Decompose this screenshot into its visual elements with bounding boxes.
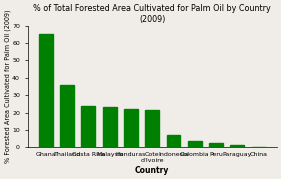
X-axis label: Country: Country — [135, 166, 169, 175]
Y-axis label: % Forested Area Cultivated for Palm Oil (2009): % Forested Area Cultivated for Palm Oil … — [4, 10, 11, 163]
Bar — [167, 135, 180, 147]
Bar — [124, 109, 138, 147]
Title: % of Total Forested Area Cultivated for Palm Oil by Country
(2009): % of Total Forested Area Cultivated for … — [33, 4, 271, 24]
Bar — [188, 141, 202, 147]
Bar — [81, 106, 95, 147]
Bar — [230, 145, 244, 147]
Bar — [103, 107, 117, 147]
Bar — [209, 143, 223, 147]
Bar — [39, 34, 53, 147]
Bar — [60, 85, 74, 147]
Bar — [145, 110, 159, 147]
